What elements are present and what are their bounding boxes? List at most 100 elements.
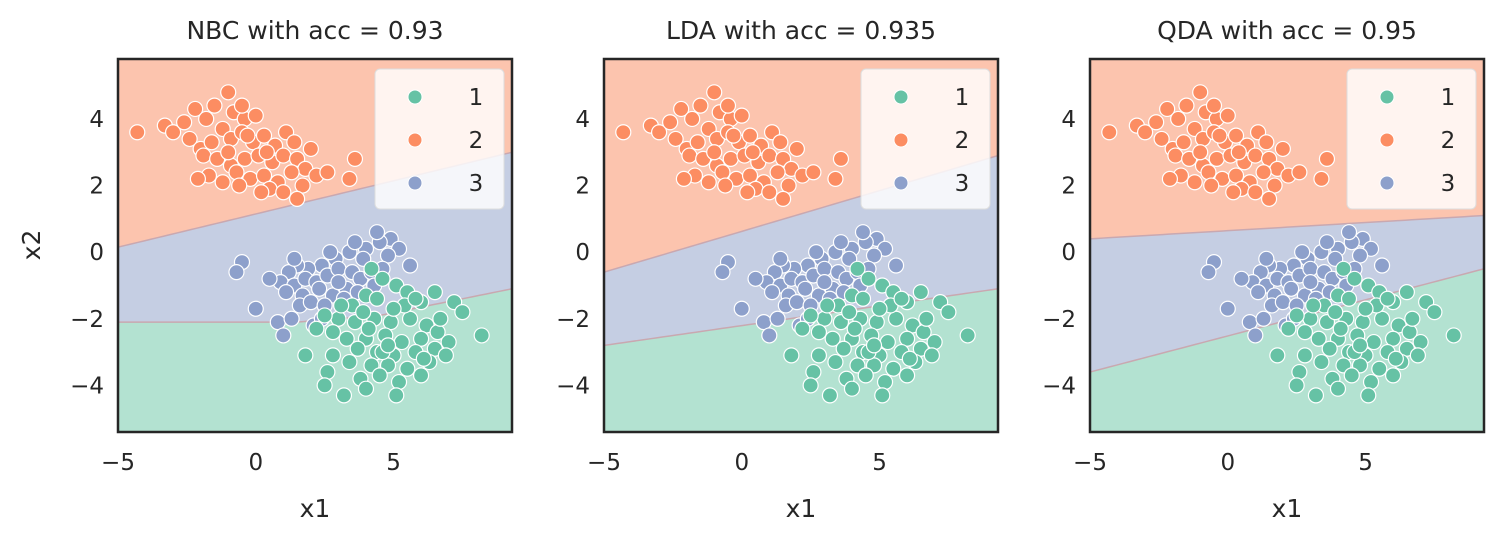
data-point-class-1: [835, 340, 852, 357]
x-tick-label: −5: [587, 450, 621, 476]
data-point-class-3: [286, 250, 303, 267]
data-point-class-1: [412, 367, 430, 384]
data-point-class-2: [741, 127, 759, 144]
data-point-class-1: [473, 327, 490, 344]
data-point-class-2: [761, 147, 778, 164]
data-point-class-1: [824, 330, 841, 347]
data-point-class-2: [275, 184, 292, 201]
data-point-class-1: [912, 284, 929, 301]
data-point-class-2: [1291, 164, 1308, 181]
data-point-class-2: [203, 134, 220, 151]
y-tick-label: 2: [89, 174, 104, 200]
data-point-class-1: [355, 304, 372, 321]
data-point-class-3: [832, 234, 850, 251]
y-tick-label: 0: [575, 240, 590, 266]
data-point-class-2: [1208, 150, 1225, 168]
data-point-class-2: [673, 100, 690, 118]
y-tick-label: 4: [89, 107, 104, 133]
data-point-class-2: [1225, 184, 1242, 201]
data-point-class-1: [1387, 350, 1404, 367]
data-point-class-1: [374, 270, 391, 287]
chart-title: NBC with acc = 0.93: [186, 16, 443, 45]
data-point-class-2: [283, 164, 300, 181]
data-point-class-2: [1170, 110, 1187, 128]
data-point-class-2: [1153, 130, 1170, 148]
data-point-class-1: [1288, 307, 1305, 324]
data-point-class-2: [739, 184, 756, 201]
chart-title: QDA with acc = 0.95: [1157, 16, 1417, 45]
legend-marker: [1379, 89, 1395, 105]
data-point-class-2: [684, 110, 701, 128]
data-point-class-2: [258, 144, 275, 161]
data-point-class-3: [714, 264, 731, 281]
data-point-class-2: [1274, 140, 1291, 158]
data-point-class-3: [247, 300, 264, 317]
data-point-class-2: [220, 84, 237, 101]
data-point-class-2: [1255, 164, 1272, 181]
y-tick-label: −2: [70, 307, 104, 333]
plot-frame: [602, 57, 1000, 434]
plot-frame: [116, 57, 514, 434]
data-point-class-2: [788, 140, 805, 158]
data-point-class-2: [214, 174, 231, 191]
data-point-class-3: [797, 280, 814, 297]
data-point-class-1: [854, 290, 872, 307]
data-point-class-3: [1283, 280, 1300, 297]
data-point-class-2: [832, 150, 850, 168]
data-point-class-1: [860, 270, 877, 287]
data-point-class-2: [827, 170, 844, 187]
data-point-class-1: [794, 320, 811, 337]
data-point-class-2: [302, 140, 319, 158]
data-point-class-2: [722, 150, 739, 168]
data-point-class-1: [874, 387, 891, 404]
data-point-class-1: [390, 373, 408, 391]
data-point-class-2: [1203, 177, 1220, 194]
x-tick-label: −5: [101, 450, 135, 476]
legend-label: 3: [469, 171, 484, 197]
data-point-class-2: [228, 164, 245, 181]
data-point-class-2: [1219, 107, 1236, 124]
data-point-class-3: [1302, 274, 1319, 291]
data-point-class-2: [689, 134, 706, 151]
data-point-class-3: [302, 294, 319, 311]
data-point-class-1: [876, 373, 894, 391]
data-point-class-2: [1148, 114, 1165, 131]
data-point-class-1: [379, 337, 397, 354]
x-tick-label: 5: [872, 450, 887, 476]
data-point-class-1: [324, 347, 342, 364]
data-point-class-1: [415, 350, 432, 367]
legend-label: 2: [955, 128, 970, 154]
legend: 1 2 3: [374, 68, 505, 210]
panel-lda: LDA with acc = 0.935 −5 0 5 4 2 0 −2 −4 x1 1 2 3: [556, 16, 1000, 523]
data-point-class-3: [1340, 224, 1358, 241]
data-point-class-2: [1247, 184, 1264, 201]
y-tick-label: −2: [1042, 307, 1076, 333]
data-point-class-3: [1233, 270, 1250, 287]
data-point-class-2: [288, 190, 306, 207]
data-point-class-1: [335, 387, 353, 404]
data-point-class-1: [849, 260, 866, 277]
data-point-class-1: [1296, 347, 1314, 364]
legend-marker: [893, 89, 909, 105]
data-point-class-1: [1412, 333, 1429, 351]
data-point-class-1: [1296, 323, 1314, 341]
data-point-class-1: [805, 363, 822, 381]
data-point-class-1: [454, 304, 471, 321]
data-point-class-2: [1186, 174, 1203, 191]
y-tick-label: −4: [556, 373, 590, 399]
data-point-class-2: [1200, 164, 1217, 181]
data-point-class-1: [901, 350, 918, 367]
data-point-class-1: [893, 290, 910, 307]
y-tick-label: −2: [556, 307, 590, 333]
data-point-class-3: [368, 224, 386, 241]
data-point-class-1: [341, 353, 358, 371]
data-point-class-1: [865, 337, 883, 354]
data-point-class-1: [324, 323, 342, 341]
data-point-class-1: [810, 347, 828, 364]
plot-frame: [1088, 57, 1486, 434]
data-point-class-1: [821, 387, 839, 404]
data-point-class-3: [275, 327, 292, 344]
data-point-class-2: [1178, 97, 1195, 114]
data-point-class-3: [283, 310, 300, 327]
data-point-class-1: [1351, 337, 1369, 354]
